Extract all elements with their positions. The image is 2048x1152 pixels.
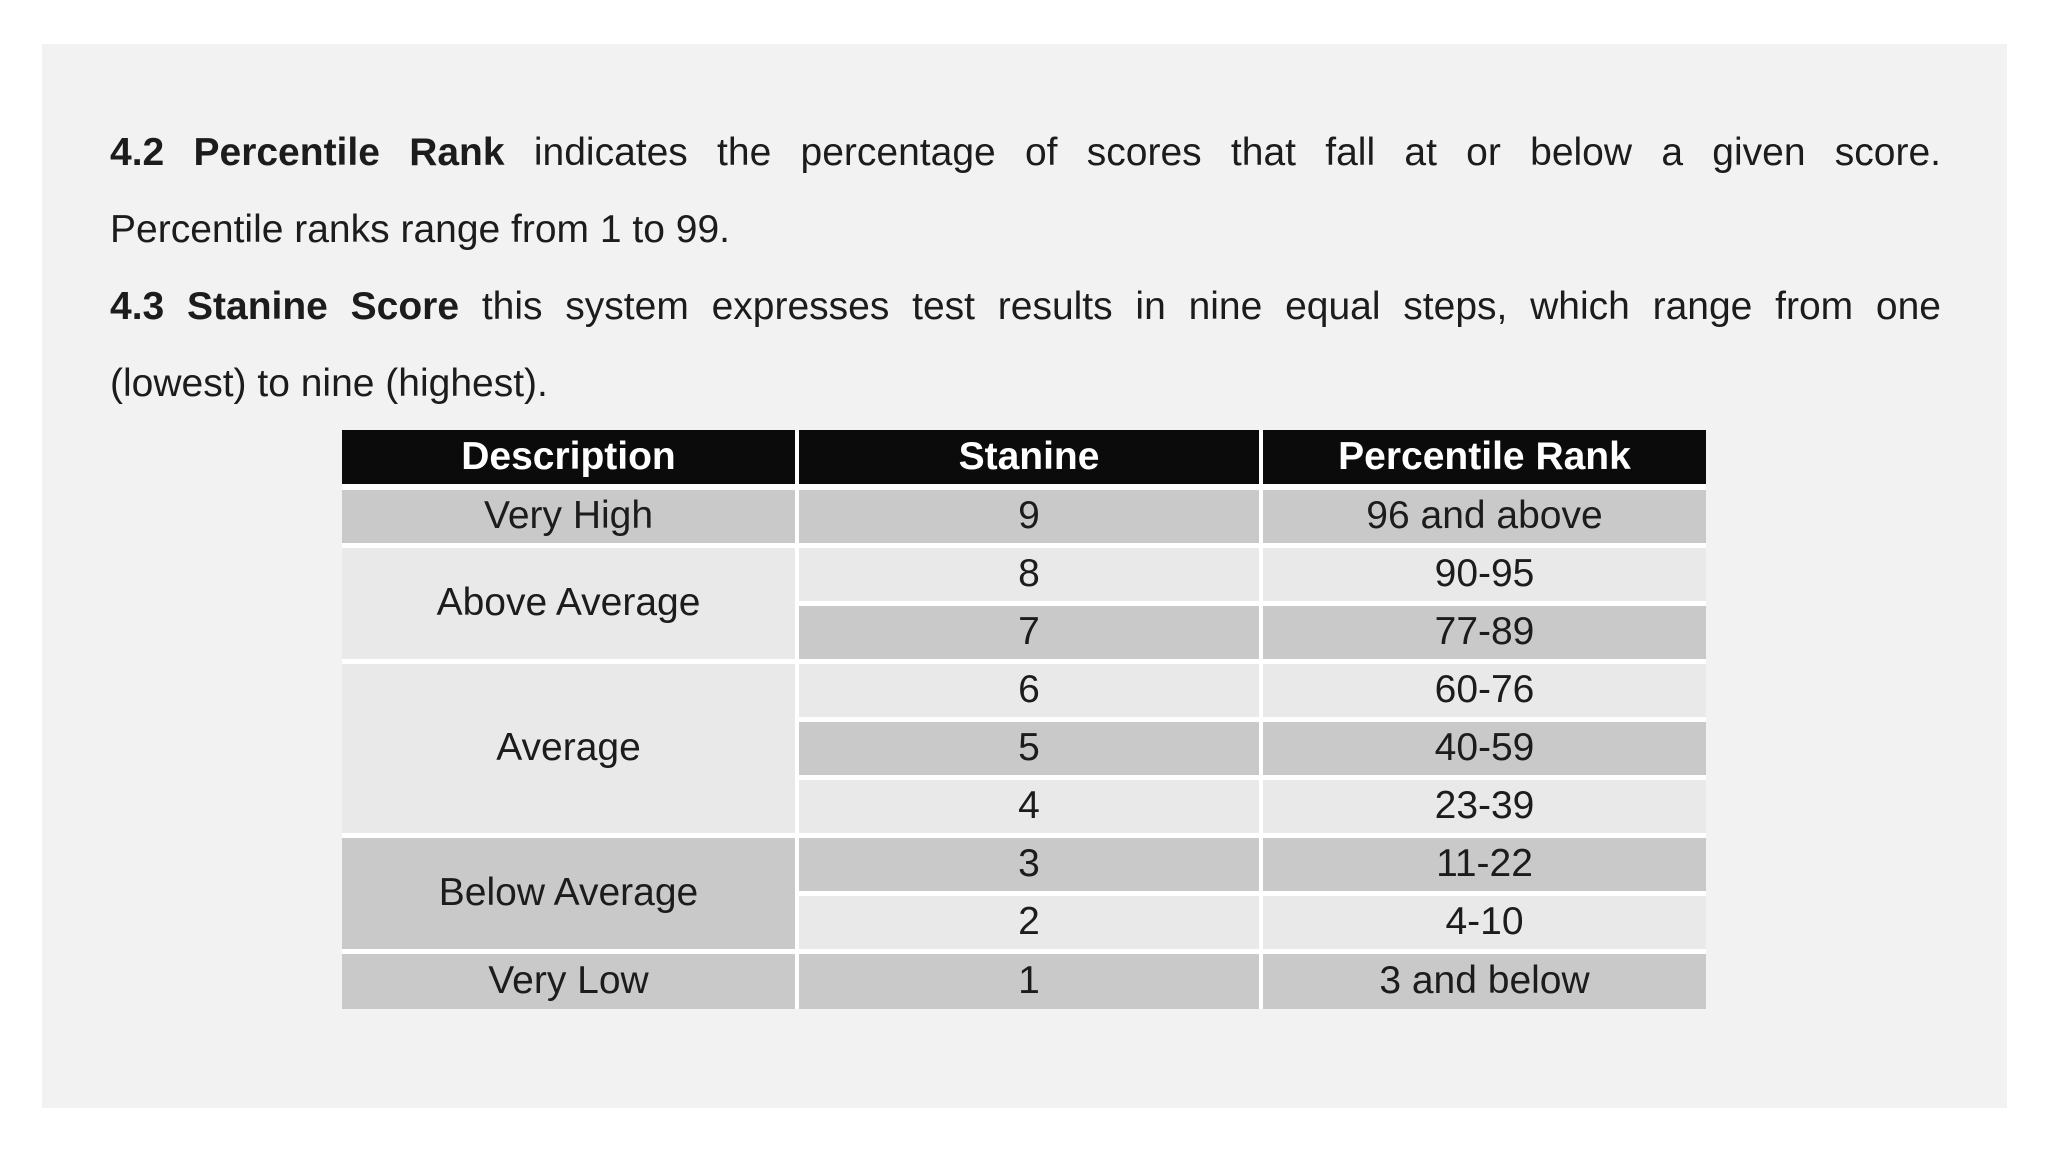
body-text: 4.2 Percentile Rank indicates the percen… — [110, 114, 1941, 422]
table-row: Below Average 3 11-22 — [342, 832, 1706, 951]
cell-percentile-6: 60-76 — [1261, 658, 1706, 719]
col-header-description: Description — [342, 430, 799, 487]
cell-stanine-6: 6 — [797, 658, 1263, 719]
cell-description-very-high: Very High — [342, 484, 799, 545]
table-row: 4 23-39 — [342, 774, 1706, 835]
table-header-row: Description Stanine Percentile Rank — [342, 430, 1706, 487]
table-row: Very High 9 96 and above — [342, 484, 1706, 545]
cell-percentile-1: 3 and below — [1261, 948, 1706, 1009]
section-4-3-text: this system expresses test results in ni… — [459, 285, 1941, 328]
table-row: 7 77-89 — [342, 600, 1706, 661]
col-header-stanine: Stanine — [797, 430, 1263, 487]
col-header-percentile-rank: Percentile Rank — [1261, 430, 1706, 487]
slide-page: 4.2 Percentile Rank indicates the percen… — [42, 44, 2007, 1108]
table-row: 5 40-59 — [342, 716, 1706, 777]
paragraph-4-3-line-2: (lowest) to nine (highest). — [110, 362, 548, 405]
cell-percentile-2: 4-10 — [1261, 890, 1706, 951]
cell-stanine-2: 2 — [797, 890, 1263, 951]
table-row: 2 4-10 — [342, 890, 1706, 951]
cell-stanine-3: 3 — [797, 832, 1263, 893]
section-4-2-heading: 4.2 Percentile Rank — [110, 131, 505, 174]
cell-percentile-7: 77-89 — [1261, 600, 1706, 661]
cell-stanine-9: 9 — [797, 484, 1263, 545]
cell-stanine-1: 1 — [797, 948, 1263, 1009]
paragraph-4-2-line-1: 4.2 Percentile Rank indicates the percen… — [110, 114, 1941, 191]
table-row: Very Low 1 3 and below — [342, 948, 1706, 1009]
cell-percentile-9: 96 and above — [1261, 484, 1706, 545]
stanine-table: Description Stanine Percentile Rank Very… — [342, 430, 1706, 1009]
cell-description-above-average: Above Average — [342, 542, 799, 661]
cell-description-average: Average — [342, 658, 799, 835]
cell-percentile-8: 90-95 — [1261, 542, 1706, 603]
cell-description-very-low: Very Low — [342, 948, 799, 1009]
cell-stanine-8: 8 — [797, 542, 1263, 603]
cell-stanine-4: 4 — [797, 774, 1263, 835]
table-row: Average 6 60-76 — [342, 658, 1706, 835]
paragraph-4-2-line-2: Percentile ranks range from 1 to 99. — [110, 208, 730, 251]
cell-percentile-4: 23-39 — [1261, 774, 1706, 835]
section-4-3-heading: 4.3 Stanine Score — [110, 285, 460, 328]
paragraph-4-3-line-1: 4.3 Stanine Score this system expresses … — [110, 268, 1941, 345]
section-4-2-text: indicates the percentage of scores that … — [504, 131, 1941, 174]
cell-percentile-3: 11-22 — [1261, 832, 1706, 893]
table-row: Above Average 8 90-95 — [342, 542, 1706, 661]
cell-description-below-average: Below Average — [342, 832, 799, 951]
cell-stanine-5: 5 — [797, 716, 1263, 777]
cell-percentile-5: 40-59 — [1261, 716, 1706, 777]
cell-stanine-7: 7 — [797, 600, 1263, 661]
